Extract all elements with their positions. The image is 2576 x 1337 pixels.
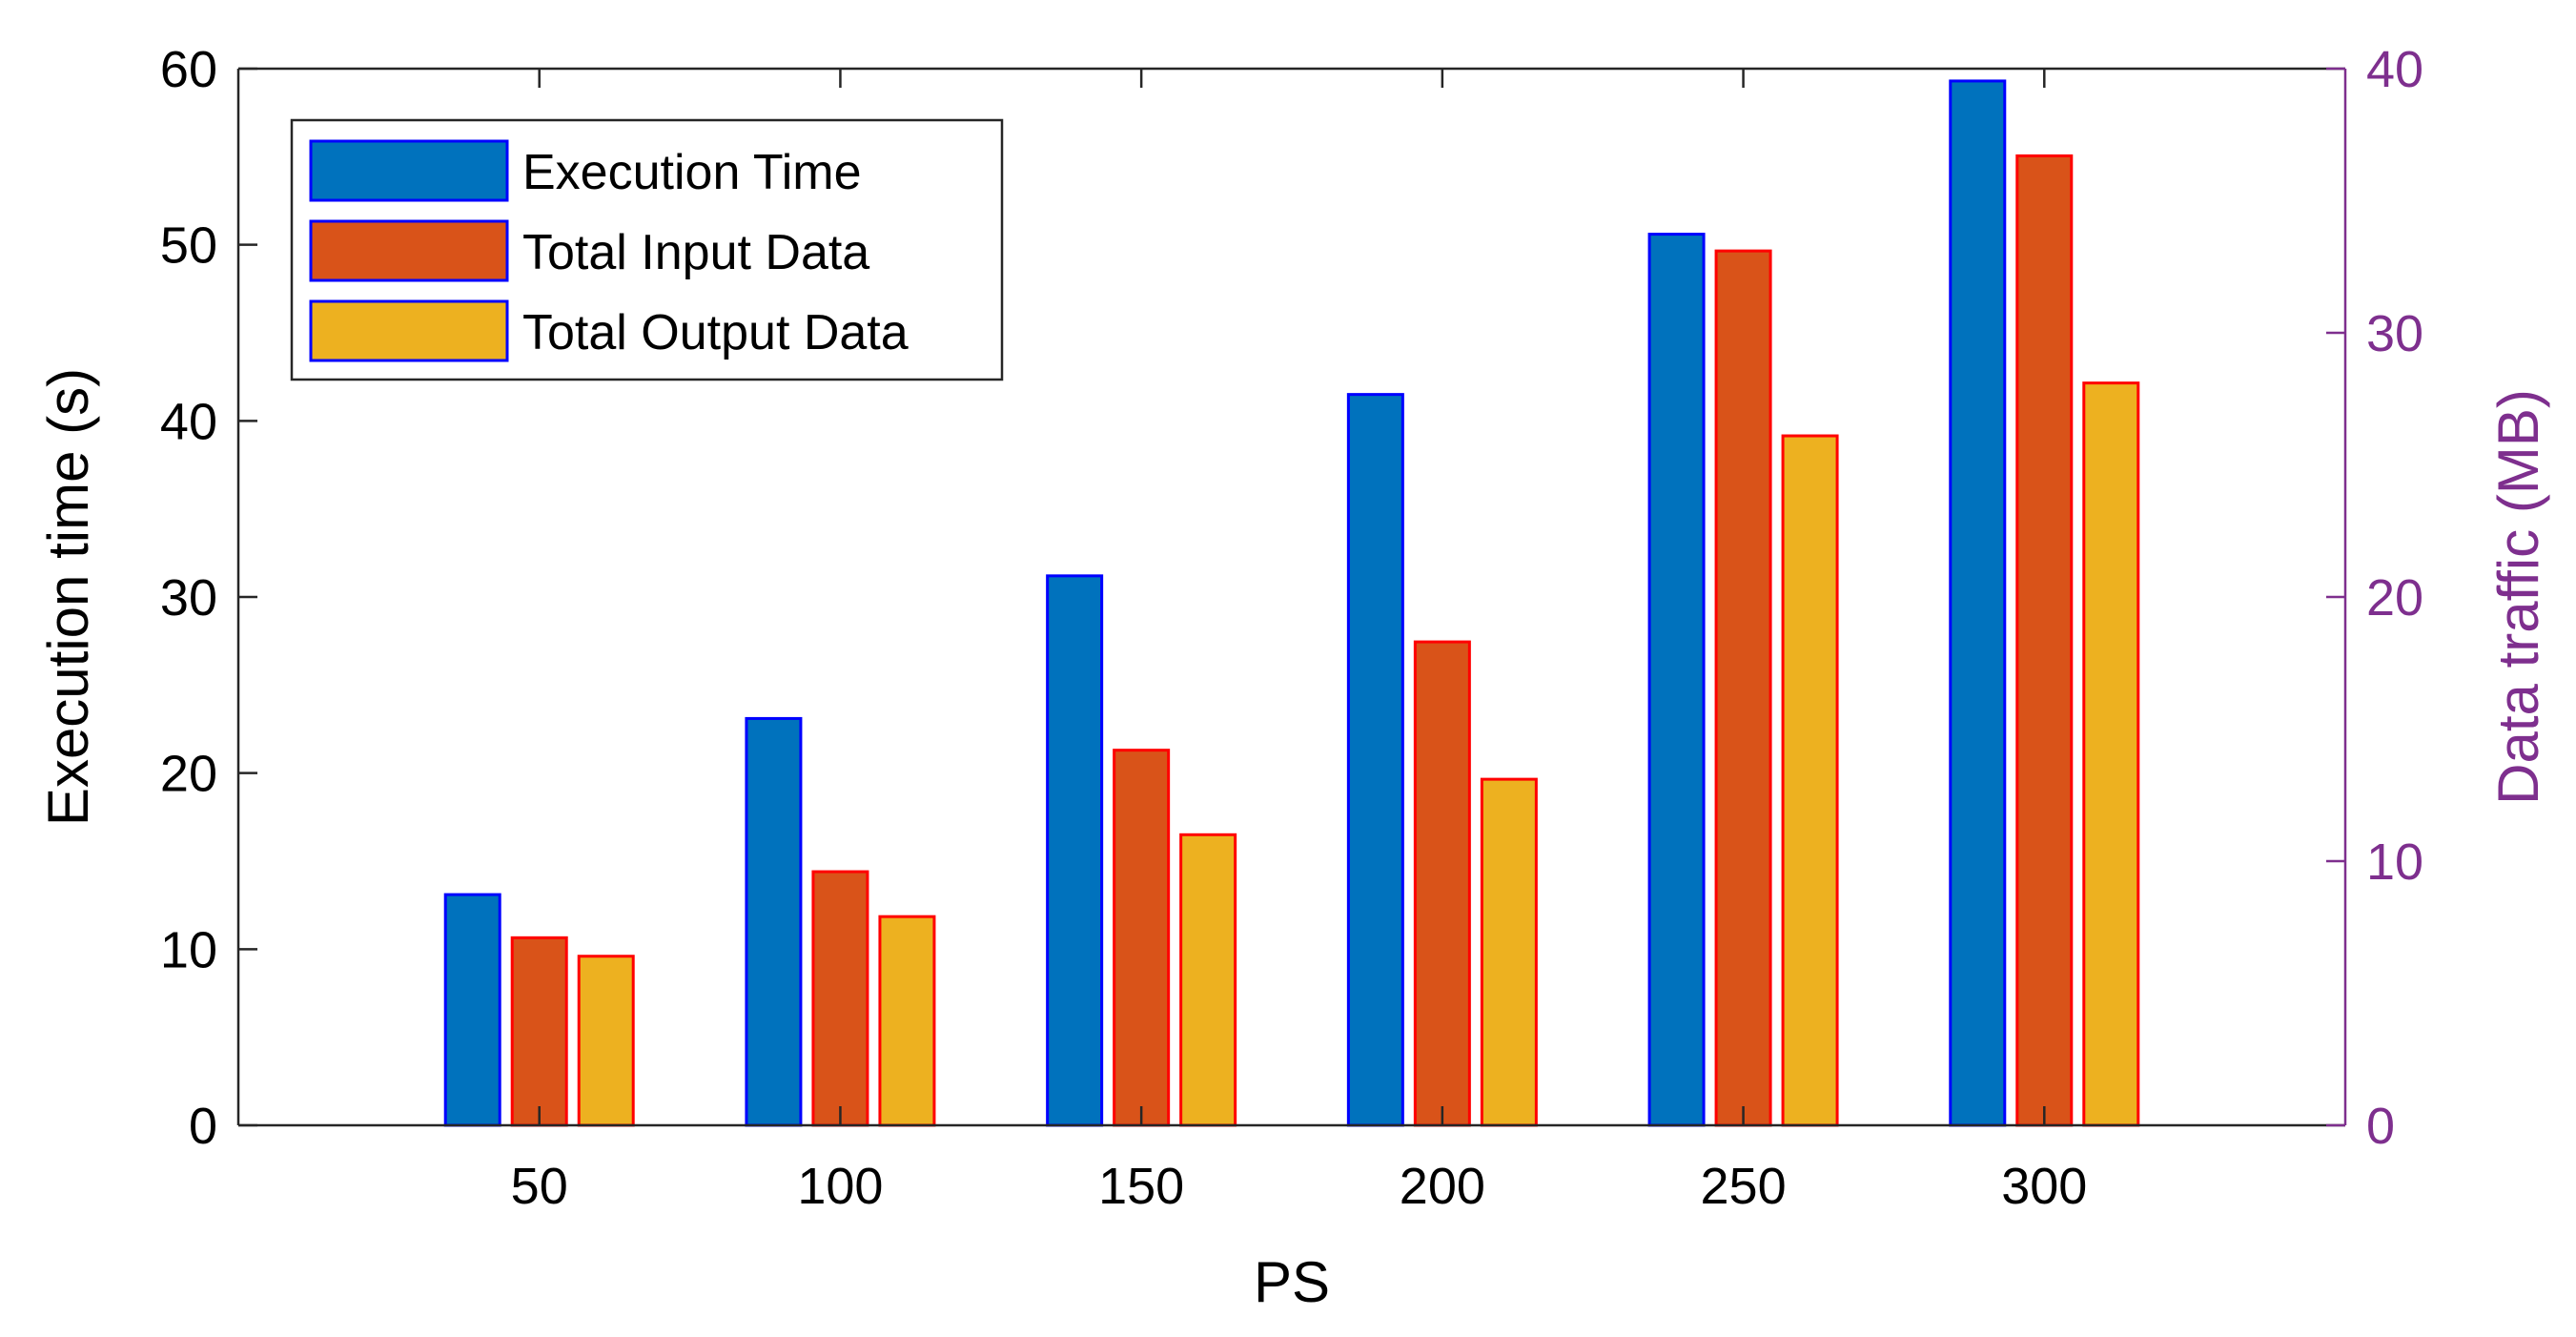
legend-label-total-output-data: Total Output Data: [522, 305, 909, 360]
legend-label-total-input-data: Total Input Data: [522, 225, 869, 280]
bar-total-output-data-100: [878, 915, 936, 1127]
y-tick-label: 20: [160, 746, 217, 803]
bar-total-output-data-250: [1781, 434, 1839, 1127]
bar-total-input-data-200: [1413, 640, 1471, 1127]
bar-execution-time-50: [443, 893, 501, 1127]
bars: [443, 79, 2140, 1127]
x-axis-label: PS: [1254, 1250, 1330, 1314]
y-right-tick-label: 30: [2366, 305, 2423, 362]
legend-entry: Execution Time: [309, 139, 862, 202]
bar-total-output-data-150: [1179, 833, 1237, 1127]
bar-total-output-data-50: [577, 955, 635, 1127]
bar-total-input-data-100: [811, 870, 869, 1127]
y-tick-label: 0: [189, 1098, 217, 1155]
legend-swatch-execution-time: [309, 139, 509, 202]
y-axis-right-label: Data traffic (MB): [2486, 389, 2550, 805]
legend-entry: Total Output Data: [309, 299, 909, 362]
x-tick-label: 300: [2001, 1158, 2087, 1215]
bar-total-input-data-150: [1113, 749, 1171, 1127]
bar-execution-time-300: [1949, 79, 2007, 1127]
y-tick-label: 60: [160, 41, 217, 98]
x-tick-label: 50: [511, 1158, 568, 1215]
bar-total-output-data-300: [2082, 381, 2140, 1127]
y-right-tick-label: 10: [2366, 833, 2423, 891]
y-tick-label: 30: [160, 569, 217, 627]
y-tick-label: 10: [160, 921, 217, 978]
legend-label-execution-time: Execution Time: [522, 145, 862, 200]
legend: Execution Time Total Input Data Total Ou…: [290, 118, 1004, 381]
x-tick-label: 150: [1098, 1158, 1184, 1215]
legend-entry: Total Input Data: [309, 219, 869, 282]
bar-execution-time-200: [1346, 393, 1404, 1127]
bar-execution-time-250: [1647, 233, 1706, 1127]
y-tick-label: 40: [160, 393, 217, 450]
y-axis-label: Execution time (s): [36, 368, 100, 826]
bar-total-input-data-250: [1714, 249, 1772, 1127]
bar-total-output-data-200: [1480, 777, 1538, 1127]
legend-swatch-total-input-data: [309, 219, 509, 282]
legend-swatch-total-output-data: [309, 299, 509, 362]
y-right-tick-label: 20: [2366, 569, 2423, 627]
bar-execution-time-150: [1046, 574, 1104, 1127]
y-right-tick-label: 0: [2366, 1098, 2395, 1155]
y-tick-label: 50: [160, 217, 217, 275]
bar-execution-time-100: [745, 716, 803, 1127]
x-tick-label: 250: [1701, 1158, 1787, 1215]
x-tick-label: 200: [1400, 1158, 1485, 1215]
bar-total-input-data-50: [510, 936, 568, 1127]
y-right-tick-label: 40: [2366, 41, 2423, 98]
x-tick-label: 100: [797, 1158, 883, 1215]
bar-total-input-data-300: [2015, 154, 2074, 1127]
axes: 0 10 20 30 40 50 60 0 10 20 30 40 50 100 150 200 250 300: [160, 41, 2423, 1215]
